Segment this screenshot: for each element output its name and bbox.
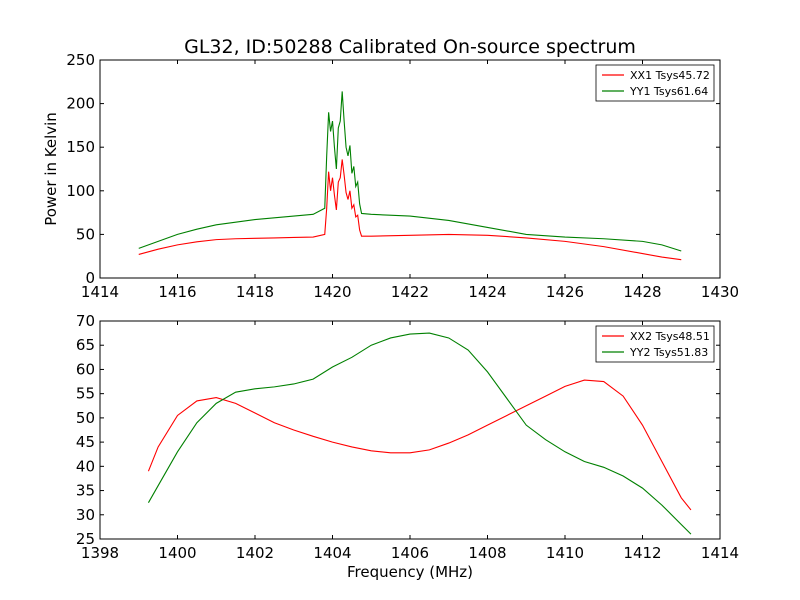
x-tick-label: 1428 — [623, 283, 661, 301]
x-tick-label: 1414 — [701, 544, 739, 562]
legend-entry: XX1 Tsys45.72 — [630, 69, 710, 82]
y-tick-label: 250 — [66, 51, 95, 69]
y-tick-label: 55 — [76, 385, 95, 403]
series-line-0-0 — [138, 159, 682, 261]
y-tick-label: 50 — [76, 225, 95, 243]
legend-entry: XX2 Tsys48.51 — [630, 330, 710, 343]
series-line-1-1 — [147, 332, 692, 535]
legend: XX2 Tsys48.51 YY2 Tsys51.83 — [595, 325, 715, 363]
x-tick-label: 1418 — [236, 283, 274, 301]
series-line-0-1 — [138, 91, 682, 252]
y-tick-label: 200 — [66, 95, 95, 113]
x-tick-label: 1414 — [81, 283, 119, 301]
chart-title: GL32, ID:50288 Calibrated On-source spec… — [184, 36, 636, 58]
y-axis-label-top: Power in Kelvin — [42, 112, 60, 226]
x-axis-label-bottom: Frequency (MHz) — [347, 563, 473, 581]
x-tick-label: 1422 — [391, 283, 429, 301]
x-tick-label: 1404 — [313, 544, 351, 562]
legend-entry: YY1 Tsys61.64 — [629, 85, 708, 98]
x-tick-label: 1402 — [236, 544, 274, 562]
y-tick-label: 0 — [85, 269, 95, 287]
series-line-1-0 — [147, 379, 692, 511]
y-tick-label: 45 — [76, 433, 95, 451]
x-tick-label: 1420 — [313, 283, 351, 301]
y-tick-label: 30 — [76, 506, 95, 524]
x-tick-label: 1398 — [81, 544, 119, 562]
y-tick-label: 150 — [66, 138, 95, 156]
top-panel: 1414 1416 1418 1420 1422 1424 1426 1428 1430 0 50 1… — [66, 51, 739, 301]
x-tick-label: 1408 — [468, 544, 506, 562]
x-tick-label: 1400 — [158, 544, 196, 562]
y-tick-label: 65 — [76, 336, 95, 354]
y-tick-label: 35 — [76, 482, 95, 500]
x-tick-label: 1424 — [468, 283, 506, 301]
x-tick-label: 1406 — [391, 544, 429, 562]
y-tick-label: 50 — [76, 409, 95, 427]
bottom-panel: 1398 1400 1402 1404 1406 1408 1410 1412 1414 25 30… — [76, 312, 739, 562]
y-tick-label: 40 — [76, 457, 95, 475]
x-tick-label: 1412 — [623, 544, 661, 562]
legend-box — [595, 64, 715, 102]
y-tick-label: 100 — [66, 182, 95, 200]
legend-box — [595, 325, 715, 363]
x-tick-label: 1426 — [546, 283, 584, 301]
legend: XX1 Tsys45.72 YY1 Tsys61.64 — [595, 64, 715, 102]
x-tick-label: 1416 — [158, 283, 196, 301]
y-tick-label: 25 — [76, 530, 95, 548]
x-tick-label: 1430 — [701, 283, 739, 301]
legend-entry: YY2 Tsys51.83 — [629, 346, 708, 359]
y-tick-label: 70 — [76, 312, 95, 330]
x-tick-label: 1410 — [546, 544, 584, 562]
y-tick-label: 60 — [76, 360, 95, 378]
